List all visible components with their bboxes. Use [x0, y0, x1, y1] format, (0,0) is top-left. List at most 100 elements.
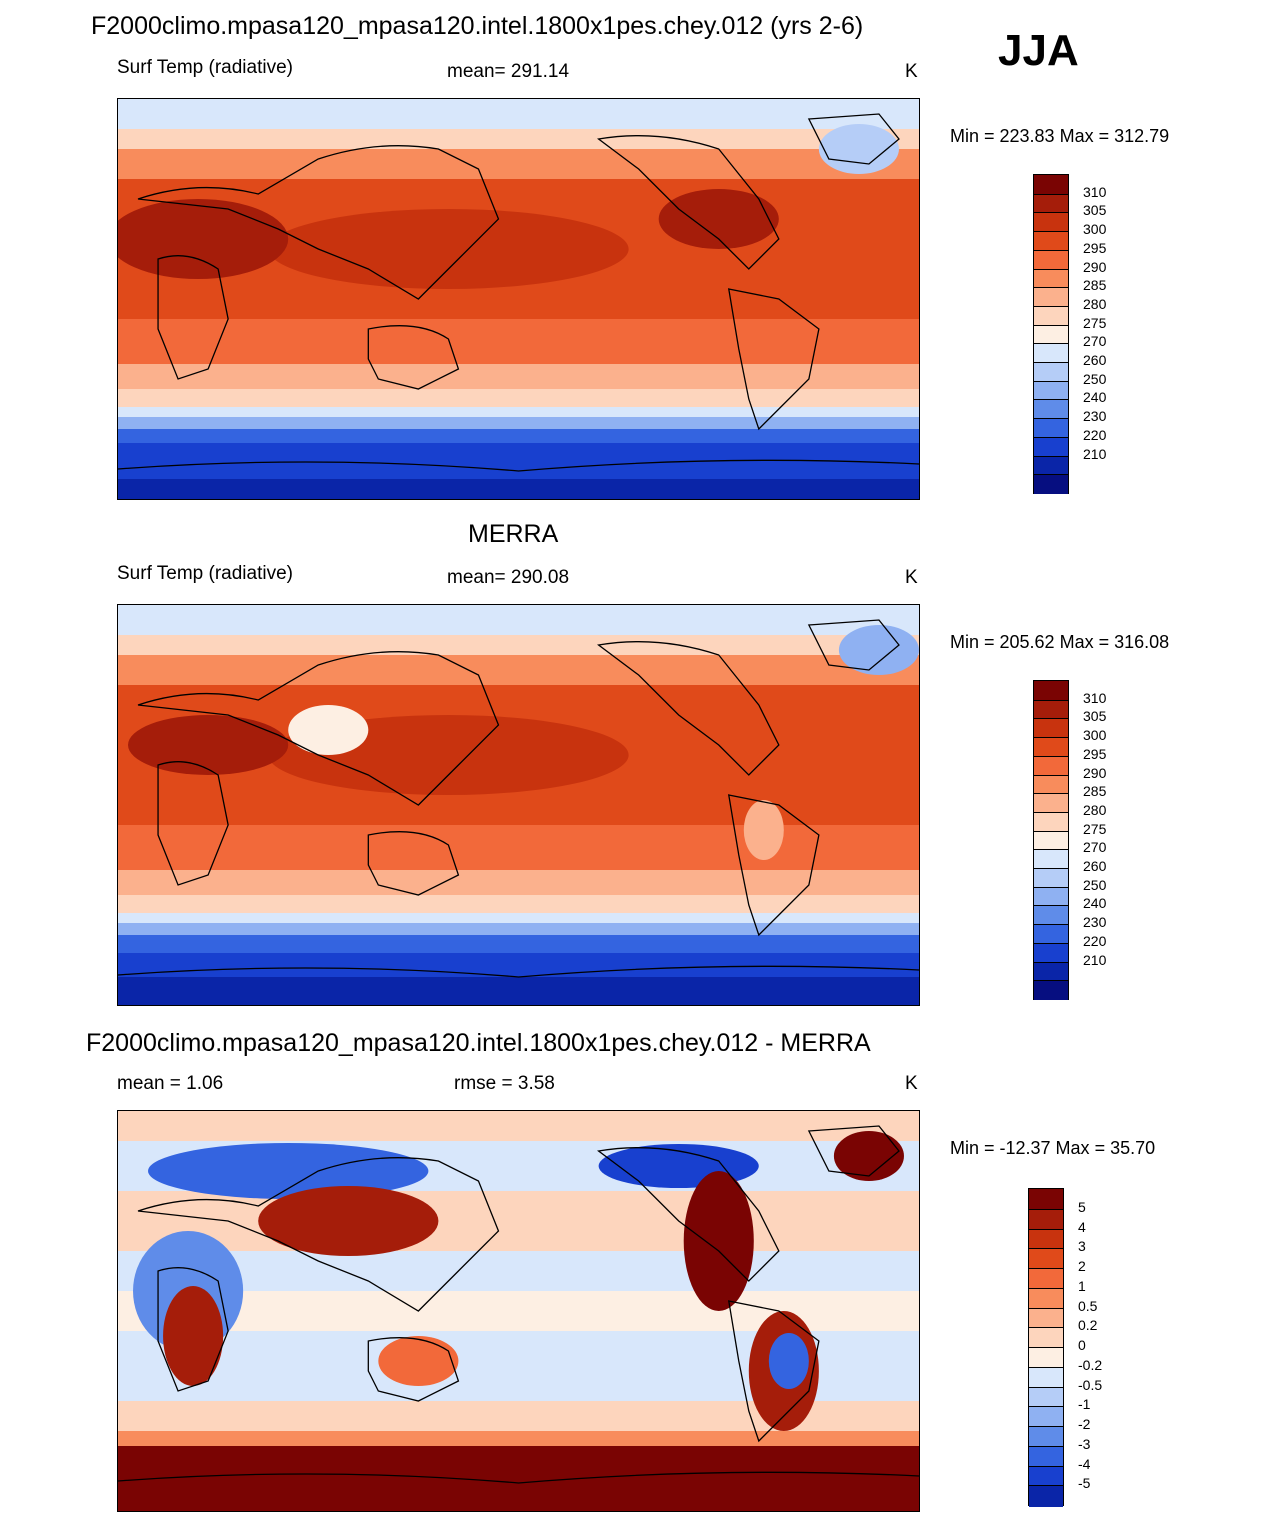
colorbar-swatch: [1029, 1426, 1063, 1448]
model-temperature-field: [118, 99, 919, 499]
colorbar-tick-label: 305: [1083, 708, 1107, 725]
colorbar-tick-label: 285: [1083, 277, 1107, 294]
colorbar-swatch: [1034, 737, 1068, 758]
colorbar-tick-label: -5: [1078, 1475, 1091, 1492]
colorbar-swatch: [1034, 774, 1068, 795]
colorbar-swatch: [1029, 1228, 1063, 1250]
colorbar-swatch: [1034, 455, 1068, 476]
panel-2-colorbar: [1033, 680, 1069, 1001]
colorbar-tick-label: 310: [1083, 689, 1107, 706]
colorbar-swatch: [1034, 324, 1068, 345]
colorbar-swatch: [1034, 436, 1068, 458]
colorbar-swatch: [1034, 868, 1068, 889]
colorbar-tick-label: 290: [1083, 258, 1107, 275]
merra-temperature-field: [118, 605, 919, 1005]
colorbar-swatch: [1034, 362, 1068, 383]
colorbar-swatch: [1029, 1327, 1063, 1349]
colorbar-swatch: [1034, 399, 1068, 420]
colorbar-swatch: [1034, 418, 1068, 439]
colorbar-tick-label: 275: [1083, 820, 1107, 837]
difference-field: [118, 1111, 919, 1511]
panel-2-title: MERRA: [468, 520, 559, 548]
panel-1-mean: mean= 291.14: [447, 61, 570, 82]
colorbar-tick-label: 300: [1083, 221, 1107, 238]
colorbar-swatch: [1034, 343, 1068, 364]
panel-3-colorbar: [1028, 1188, 1064, 1507]
colorbar-tick-label: 250: [1083, 370, 1107, 387]
colorbar-swatch: [1029, 1445, 1063, 1467]
colorbar-tick-label: 210: [1083, 445, 1107, 462]
colorbar-tick-label: 230: [1083, 408, 1107, 425]
colorbar-swatch: [1034, 474, 1068, 495]
colorbar-swatch: [1034, 718, 1068, 739]
colorbar-tick-label: -4: [1078, 1455, 1091, 1472]
colorbar-swatch: [1034, 811, 1068, 833]
panel-1-units: K: [905, 61, 918, 82]
colorbar-tick-label: 250: [1083, 876, 1107, 893]
colorbar-tick-label: 1: [1078, 1277, 1086, 1294]
colorbar-tick-label: 0.2: [1078, 1317, 1098, 1334]
season-label: JJA: [998, 26, 1079, 75]
colorbar-tick-label: 295: [1083, 745, 1107, 762]
colorbar-swatch: [1029, 1386, 1063, 1408]
colorbar-swatch: [1034, 231, 1068, 252]
colorbar-tick-label: 280: [1083, 295, 1107, 312]
colorbar-swatch: [1034, 755, 1068, 777]
colorbar-tick-label: 260: [1083, 352, 1107, 369]
colorbar-swatch: [1034, 830, 1068, 851]
colorbar-tick-label: 240: [1083, 389, 1107, 406]
colorbar-tick-label: 0: [1078, 1337, 1086, 1353]
colorbar-tick-label: 0.5: [1078, 1297, 1098, 1314]
panel-2-minmax: Min = 205.62 Max = 316.08: [950, 632, 1170, 652]
colorbar-tick-label: -0.2: [1078, 1356, 1103, 1373]
panel-1-variable: Surf Temp (radiative): [117, 57, 293, 78]
colorbar-tick-label: 230: [1083, 914, 1107, 931]
colorbar-tick-label: 270: [1083, 333, 1107, 350]
panel-3-rmse: rmse = 3.58: [454, 1073, 555, 1094]
colorbar-swatch: [1029, 1208, 1063, 1230]
colorbar-swatch: [1029, 1248, 1063, 1270]
colorbar-swatch: [1034, 886, 1068, 907]
panel-3-title: F2000climo.mpasa120_mpasa120.intel.1800x…: [86, 1029, 871, 1057]
colorbar-swatch: [1034, 305, 1068, 327]
colorbar-tick-label: 220: [1083, 426, 1107, 443]
panel-2-map: [117, 604, 920, 1006]
panel-2-units: K: [905, 567, 918, 588]
colorbar-swatch: [1034, 175, 1068, 195]
colorbar-swatch: [1034, 924, 1068, 945]
colorbar-swatch: [1034, 849, 1068, 870]
colorbar-swatch: [1034, 193, 1068, 214]
colorbar-tick-label: 305: [1083, 202, 1107, 219]
colorbar-tick-label: -3: [1078, 1435, 1091, 1452]
panel-3-minmax: Min = -12.37 Max = 35.70: [950, 1138, 1156, 1158]
panel-3-map: [117, 1110, 920, 1512]
colorbar-tick-label: 285: [1083, 783, 1107, 800]
panel-1-colorbar: [1033, 174, 1069, 495]
colorbar-tick-label: 290: [1083, 764, 1107, 781]
colorbar-swatch: [1029, 1287, 1063, 1309]
colorbar-tick-label: 280: [1083, 801, 1107, 818]
colorbar-tick-label: 300: [1083, 727, 1107, 744]
panel-2-mean: mean= 290.08: [447, 567, 570, 588]
colorbar-swatch: [1034, 905, 1068, 926]
colorbar-swatch: [1029, 1406, 1063, 1428]
colorbar-tick-label: 260: [1083, 858, 1107, 875]
colorbar-swatch: [1034, 287, 1068, 308]
colorbar-swatch: [1034, 212, 1068, 233]
colorbar-tick-label: 310: [1083, 183, 1107, 200]
colorbar-swatch: [1034, 249, 1068, 271]
colorbar-swatch: [1029, 1347, 1063, 1369]
panel-2-variable: Surf Temp (radiative): [117, 563, 293, 584]
colorbar-swatch: [1034, 681, 1068, 701]
colorbar-tick-label: 240: [1083, 895, 1107, 912]
colorbar-tick-label: 2: [1078, 1258, 1086, 1274]
colorbar-swatch: [1034, 699, 1068, 720]
colorbar-tick-label: -2: [1078, 1416, 1091, 1432]
colorbar-swatch: [1034, 793, 1068, 814]
colorbar-swatch: [1034, 942, 1068, 964]
colorbar-tick-label: 220: [1083, 932, 1107, 949]
colorbar-swatch: [1034, 268, 1068, 289]
colorbar-swatch: [1029, 1465, 1063, 1487]
colorbar-swatch: [1029, 1485, 1063, 1507]
panel-1-title: F2000climo.mpasa120_mpasa120.intel.1800x…: [91, 12, 864, 40]
